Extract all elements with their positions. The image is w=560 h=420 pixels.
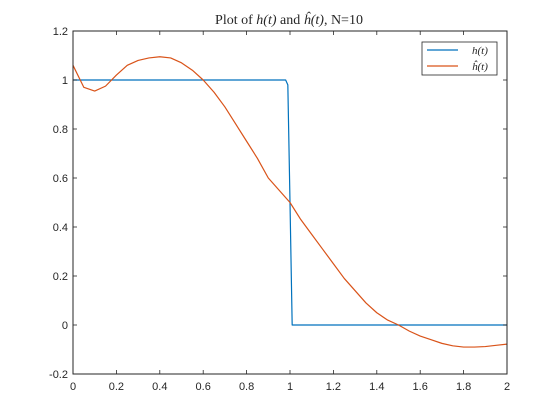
y-tick-label: 0.2 [53, 271, 68, 283]
y-tick-label: 1 [62, 75, 68, 87]
x-tick-label: 2 [504, 381, 510, 393]
y-tick-label: 1.2 [53, 26, 68, 38]
x-tick-label: 0.8 [239, 381, 254, 393]
y-tick-label: 0.8 [53, 124, 68, 136]
legend-box [421, 41, 498, 76]
y-tick-label: 0 [62, 320, 68, 332]
tick-layer: 0 0.2 0.4 0.6 0.8 1 1.2 1.4 1.6 1.8 2-0.200.20.40.… [49, 26, 510, 393]
legend-label-h-hat: ĥ(t) [472, 60, 488, 73]
x-tick-label: 1.4 [369, 381, 384, 393]
chart-title: Plot of h(t) and ĥ(t), N=10 [215, 11, 363, 28]
plot-area: 0 0.2 0.4 0.6 0.8 1 1.2 1.4 1.6 1.8 2-0.200.20.40.… [49, 26, 510, 393]
series-layer [72, 56, 508, 348]
x-tick-label: 1.6 [413, 381, 428, 393]
x-tick-label: 0.6 [196, 381, 211, 393]
legend: h(t) ĥ(t) [421, 41, 498, 76]
x-tick-label: 1.8 [456, 381, 471, 393]
y-tick-label: 0.6 [53, 173, 68, 185]
y-tick-label: 0.4 [53, 222, 68, 234]
x-tick-label: 1.2 [326, 381, 341, 393]
x-tick-label: 0.4 [152, 381, 167, 393]
legend-label-h: h(t) [472, 45, 488, 57]
x-tick-label: 1 [287, 381, 293, 393]
series-line-h-hat [72, 56, 508, 348]
y-tick-label: -0.2 [49, 369, 68, 381]
x-tick-label: 0.2 [109, 381, 124, 393]
series-line-h [73, 79, 507, 326]
x-tick-label: 0 [70, 381, 76, 393]
